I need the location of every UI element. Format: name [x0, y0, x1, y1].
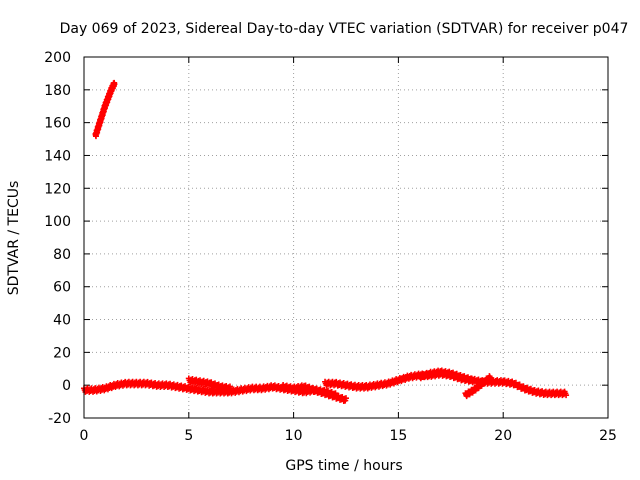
y-tick-label: 60: [53, 280, 71, 296]
axis-ticks: 0 5 10 15 20 25 -20 0 20 40 60 80 100 120 140 160 180 200: [44, 50, 617, 444]
y-tick-label: -20: [48, 411, 71, 427]
data-point: [468, 375, 475, 382]
y-tick-label: 80: [53, 247, 71, 263]
series-segment: [416, 367, 475, 385]
plot-frame: [83, 56, 609, 419]
series-segment: [185, 375, 234, 393]
y-tick-label: 200: [44, 50, 71, 66]
y-tick-label: 140: [44, 148, 71, 164]
y-tick-label: 160: [44, 116, 71, 132]
x-tick-label: 10: [285, 428, 303, 444]
y-tick-label: 100: [44, 214, 71, 230]
chart-title: Day 069 of 2023, Sidereal Day-to-day VTE…: [60, 21, 629, 37]
series-segment: [280, 382, 339, 400]
grid-lines: [84, 57, 608, 418]
y-tick-label: 120: [44, 181, 71, 197]
data-point: [343, 395, 349, 402]
x-axis-label: GPS time / hours: [285, 458, 402, 474]
data-point: [563, 392, 570, 399]
y-tick-label: 180: [44, 83, 71, 99]
x-tick-label: 25: [599, 428, 617, 444]
y-tick-label: 0: [62, 378, 71, 394]
series-segment: [92, 79, 118, 140]
x-tick-label: 0: [80, 428, 89, 444]
data-point: [227, 385, 234, 392]
data-series: [81, 79, 570, 405]
x-tick-label: 15: [389, 428, 407, 444]
y-axis-label: SDTVAR / TECUs: [6, 181, 22, 296]
x-tick-label: 5: [184, 428, 193, 444]
series-segment: [462, 373, 494, 400]
data-point: [111, 81, 118, 88]
x-tick-label: 20: [494, 428, 512, 444]
y-tick-label: 40: [53, 313, 71, 329]
y-tick-label: 20: [53, 345, 71, 361]
data-point: [332, 390, 339, 397]
data-point: [487, 375, 494, 382]
